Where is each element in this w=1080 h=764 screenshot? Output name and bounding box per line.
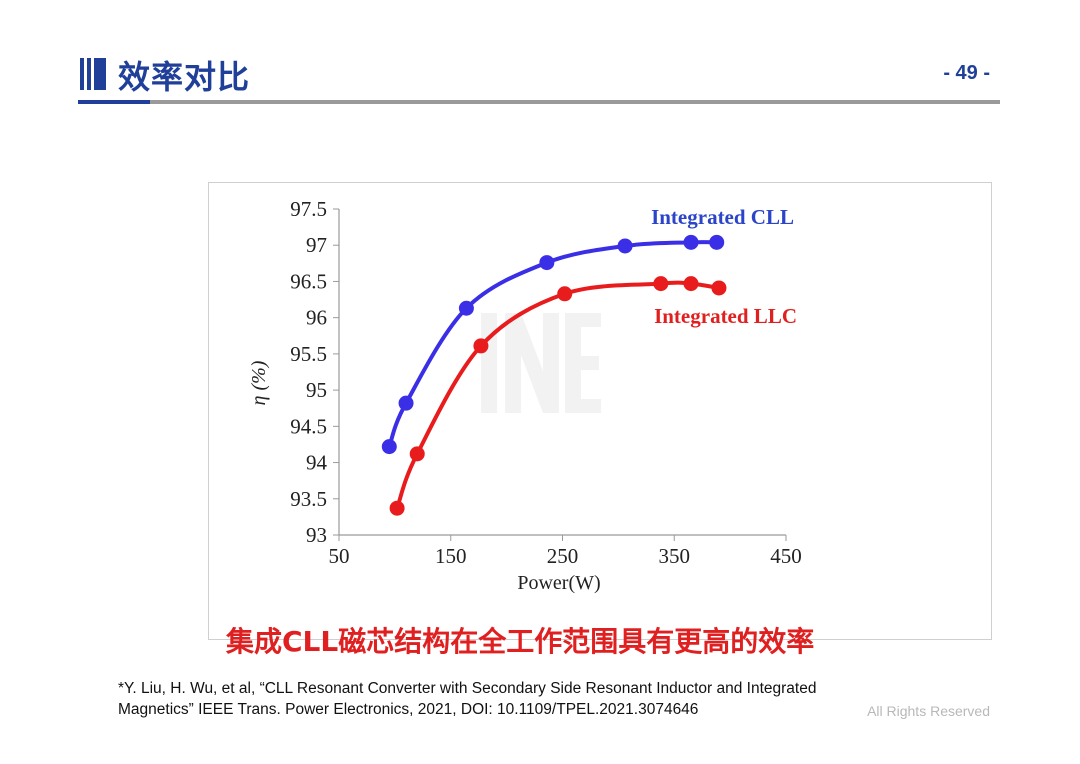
series-label-llc: Integrated LLC: [654, 304, 797, 328]
y-tick-label: 97.5: [290, 197, 327, 221]
y-tick-label: 94.5: [290, 414, 327, 438]
y-tick-label: 93: [306, 523, 327, 547]
x-tick-label: 450: [770, 544, 802, 568]
data-point-cll: [458, 300, 474, 316]
page-title: 效率对比: [118, 58, 251, 96]
data-point-llc: [653, 276, 669, 292]
data-point-cll: [709, 234, 725, 250]
y-tick-label: 96: [306, 306, 327, 330]
data-point-cll: [683, 234, 699, 250]
data-point-cll: [539, 255, 555, 271]
efficiency-chart: 93 93.5 94 94.5 95 95.5 96 96.5 97 97.5 50 150 250 35…: [248, 197, 802, 594]
data-point-llc: [711, 280, 727, 296]
x-axis-label: Power(W): [517, 572, 600, 594]
watermark-logo: [481, 313, 601, 413]
data-point-llc: [389, 500, 405, 516]
reference-citation: *Y. Liu, H. Wu, et al, “CLL Resonant Con…: [118, 678, 938, 720]
rights-reserved: All Rights Reserved: [867, 703, 990, 719]
header-rule: [148, 100, 1000, 104]
data-point-llc: [557, 286, 573, 302]
data-point-llc: [409, 446, 425, 462]
title-bar-icon: [80, 58, 106, 90]
x-tick-label: 250: [547, 544, 579, 568]
conclusion-text: 集成CLL磁芯结构在全工作范围具有更高的效率: [226, 625, 815, 658]
y-tick-label: 97: [306, 233, 327, 257]
x-tick-label: 150: [435, 544, 467, 568]
x-tick-label: 50: [329, 544, 350, 568]
y-tick-label: 93.5: [290, 487, 327, 511]
x-tick-label: 350: [659, 544, 691, 568]
y-tick-label: 95: [306, 378, 327, 402]
series-label-cll: Integrated CLL: [651, 205, 794, 229]
data-point-cll: [381, 439, 397, 455]
header-rule-accent: [78, 100, 150, 104]
data-point-cll: [398, 395, 414, 411]
y-tick-label: 95.5: [290, 342, 327, 366]
page-number: - 49 -: [943, 62, 990, 84]
y-tick-label: 96.5: [290, 269, 327, 293]
reference-line-2: Magnetics” IEEE Trans. Power Electronics…: [118, 701, 699, 718]
data-point-llc: [683, 276, 699, 292]
reference-line-1: *Y. Liu, H. Wu, et al, “CLL Resonant Con…: [118, 680, 817, 697]
y-tick-label: 94: [306, 451, 328, 475]
data-point-llc: [473, 338, 489, 354]
chart-frame: 93 93.5 94 94.5 95 95.5 96 96.5 97 97.5 50 150 250 35…: [208, 182, 992, 640]
y-axis-label: η (%): [248, 360, 270, 405]
data-point-cll: [617, 238, 633, 254]
